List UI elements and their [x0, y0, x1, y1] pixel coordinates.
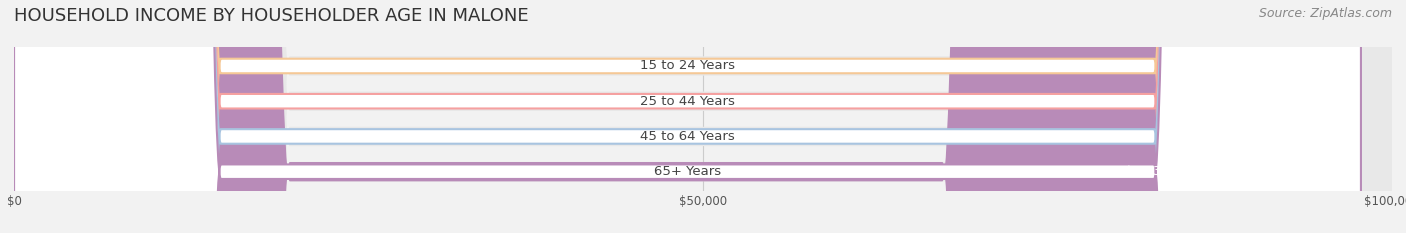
Text: HOUSEHOLD INCOME BY HOUSEHOLDER AGE IN MALONE: HOUSEHOLD INCOME BY HOUSEHOLDER AGE IN M… [14, 7, 529, 25]
Text: 15 to 24 Years: 15 to 24 Years [640, 59, 735, 72]
Text: 25 to 44 Years: 25 to 44 Years [640, 95, 735, 108]
FancyBboxPatch shape [14, 0, 1392, 233]
FancyBboxPatch shape [14, 0, 1361, 233]
FancyBboxPatch shape [14, 0, 1392, 233]
FancyBboxPatch shape [14, 0, 1392, 233]
FancyBboxPatch shape [14, 0, 1361, 233]
FancyBboxPatch shape [14, 0, 1361, 233]
FancyBboxPatch shape [14, 0, 1218, 233]
Text: Source: ZipAtlas.com: Source: ZipAtlas.com [1258, 7, 1392, 20]
Text: 65+ Years: 65+ Years [654, 165, 721, 178]
Text: 45 to 64 Years: 45 to 64 Years [640, 130, 735, 143]
FancyBboxPatch shape [14, 0, 1392, 233]
FancyBboxPatch shape [14, 0, 1361, 233]
Text: $87,386: $87,386 [1125, 165, 1177, 178]
